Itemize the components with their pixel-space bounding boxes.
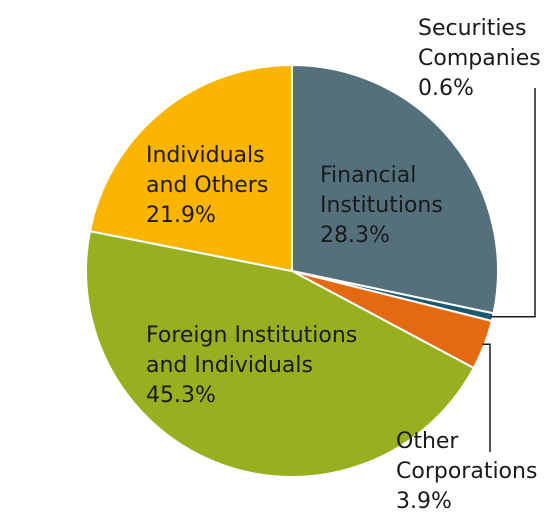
slice-foreign-institutions bbox=[85, 230, 475, 478]
label-securities-companies-line2: Companies bbox=[418, 46, 541, 71]
label-individuals-and-others-value: 21.9% bbox=[146, 203, 216, 228]
label-financial-institutions-value: 28.3% bbox=[320, 223, 390, 248]
label-financial-institutions-line2: Institutions bbox=[320, 193, 443, 218]
leader-line-other-corporations bbox=[482, 343, 491, 452]
label-other-corporations-line1: Other bbox=[396, 429, 459, 454]
label-foreign-institutions-line1: Foreign Institutions bbox=[146, 323, 358, 348]
label-securities-companies-value: 0.6% bbox=[418, 76, 474, 101]
label-foreign-institutions-line2: and Individuals bbox=[146, 353, 313, 378]
slice-financial-institutions bbox=[291, 64, 499, 315]
label-individuals-and-others: Individuals and Others 21.9% bbox=[146, 141, 268, 231]
label-foreign-institutions: Foreign Institutions and Individuals 45.… bbox=[146, 321, 357, 411]
label-foreign-institutions-value: 45.3% bbox=[146, 383, 216, 408]
label-financial-institutions: Financial Institutions 28.3% bbox=[320, 161, 443, 251]
label-individuals-and-others-line2: and Others bbox=[146, 173, 269, 198]
label-other-corporations: Other Corporations 3.9% bbox=[396, 427, 537, 517]
slice-individuals-and-others bbox=[88, 64, 293, 272]
label-individuals-and-others-line1: Individuals bbox=[146, 143, 265, 168]
label-securities-companies-line1: Securities bbox=[418, 16, 527, 41]
label-other-corporations-value: 3.9% bbox=[396, 489, 452, 514]
label-other-corporations-line2: Corporations bbox=[396, 459, 538, 484]
leader-line-securities-companies bbox=[490, 88, 536, 318]
label-securities-companies: Securities Companies 0.6% bbox=[418, 14, 541, 104]
label-financial-institutions-line1: Financial bbox=[320, 163, 417, 188]
